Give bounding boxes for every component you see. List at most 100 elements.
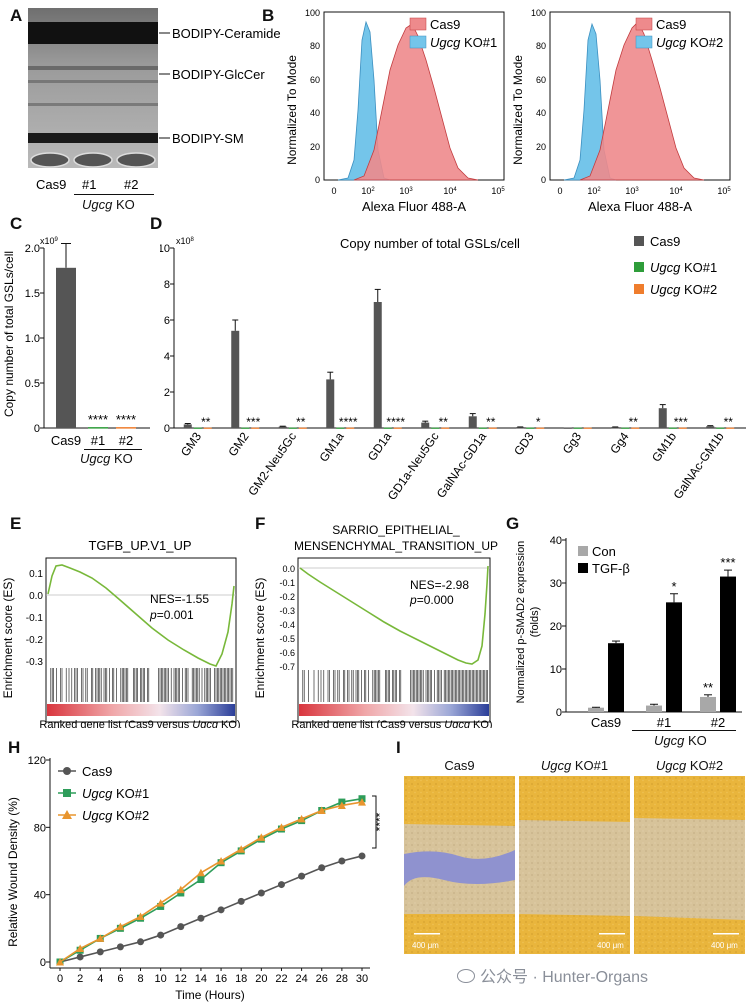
- d-yticks: 0 2 4 6 8 10: [160, 243, 170, 435]
- histogram-1: Normalized To Mode 0 20 40 60 80 100 0 1…: [285, 8, 505, 214]
- hist2-ytick-100: 100: [531, 8, 546, 18]
- hist1-ylabel: Normalized To Mode: [285, 55, 299, 165]
- h-series-line: [59, 855, 363, 963]
- d-ytick: 6: [164, 315, 170, 327]
- wound-micrographs: 400 μm 400 μm 400 μm: [404, 776, 745, 954]
- f-ylabel: Enrichment score (ES): [253, 578, 267, 699]
- d-bar: [383, 427, 392, 429]
- h-point: [297, 814, 306, 823]
- f-title-line2: MENSENCHYMAL_TRANSITION_UP: [294, 539, 498, 553]
- d-bar: [516, 427, 525, 429]
- h-point: [137, 938, 145, 946]
- hist2-xtick-102: 102: [587, 186, 601, 196]
- panel-g-chart: Normalized p-SMAD2 expression (folds) 0 …: [515, 535, 742, 728]
- g-ytick: 10: [550, 664, 562, 676]
- hist1-ytick-20: 20: [310, 142, 320, 152]
- d-bar: [678, 427, 687, 429]
- h-xtick: 16: [215, 973, 227, 985]
- h-point: [338, 857, 346, 865]
- f-ytick--0.3: -0.3: [279, 606, 295, 616]
- d-xtick: GM2-Neu5Gc: [245, 430, 299, 499]
- g-ylabel-line2: (folds): [529, 607, 541, 638]
- lane-label-ko2: #2: [124, 177, 138, 192]
- panel-letter-f: F: [255, 514, 266, 533]
- d-significance: ***: [674, 415, 688, 429]
- h-point: [277, 881, 285, 889]
- h-series-line: [59, 797, 363, 963]
- h-point: [217, 906, 225, 914]
- c-bar: [56, 267, 76, 428]
- h-xtick: 4: [97, 973, 103, 985]
- d-bar: [706, 426, 715, 428]
- g-yticks: 0 10 20 30 40: [550, 535, 562, 719]
- e-hit-ticks: [50, 668, 234, 702]
- panel-c-chart: Copy number of total GSLs/cell x109 0 0.…: [2, 236, 150, 448]
- c-bar: [116, 427, 136, 429]
- d-bar: [278, 426, 287, 428]
- g-ytick: 40: [550, 535, 562, 547]
- d-bar: [668, 427, 677, 429]
- d-bar: [288, 427, 297, 429]
- hist2-ytick-40: 40: [536, 108, 546, 118]
- h-point: [237, 845, 246, 853]
- d-xtick: GalNAc-GD1a: [434, 429, 490, 500]
- g-ylabel-line1: Normalized p-SMAD2 expression: [515, 541, 527, 704]
- h-point: [318, 864, 326, 872]
- micrograph-ko2: 400 μm: [634, 776, 745, 954]
- d-bar: [421, 422, 430, 428]
- d-legend-cas9: Cas9: [650, 234, 680, 249]
- d-bar: [726, 427, 735, 429]
- hist1-xtick-103: 103: [399, 186, 413, 196]
- f-ytick--0.4: -0.4: [279, 620, 295, 630]
- hist2-ytick-60: 60: [536, 75, 546, 85]
- d-bar: [563, 427, 572, 429]
- d-significance: **: [296, 415, 306, 429]
- e-title: TGFB_UP.V1_UP: [88, 538, 191, 553]
- panel-g-group-line: [632, 730, 736, 731]
- h-xtick: 18: [235, 973, 247, 985]
- scale-bar-ko1: 400 μm: [597, 941, 624, 950]
- panel-i-images: Cas9 Ugcg KO#1 Ugcg KO#2 400 μm: [404, 758, 745, 954]
- d-xtick: GM1b: [649, 429, 679, 464]
- h-xtick: 10: [155, 973, 167, 985]
- panel-letter-b: B: [262, 6, 275, 25]
- g-legend-tgf: TGF-β: [592, 561, 630, 576]
- c-bar: [88, 427, 108, 429]
- f-ytick--0.1: -0.1: [279, 578, 295, 588]
- d-significance: **: [201, 415, 211, 429]
- d-significance: **: [629, 415, 639, 429]
- g-ytick: 20: [550, 621, 562, 633]
- h-point: [96, 948, 104, 956]
- h-significance: ****: [373, 812, 387, 831]
- d-ytick: 10: [160, 243, 170, 255]
- hist2-xtick-105: 105: [717, 186, 731, 196]
- h-ytick: 120: [28, 755, 46, 767]
- h-point: [116, 922, 125, 931]
- d-bar: [441, 427, 450, 429]
- panel-letter-g: G: [506, 514, 520, 533]
- h-xtick: 12: [175, 973, 187, 985]
- f-pval: p=0.000: [409, 593, 454, 607]
- h-ytick: 0: [40, 957, 46, 969]
- d-xtick: GM2: [225, 429, 252, 459]
- e-ylabel: Enrichment score (ES): [1, 578, 15, 699]
- h-xtick: 8: [137, 973, 143, 985]
- d-xtick: GD3: [511, 429, 537, 458]
- hist1-legend-ko1: Ugcg KO#1: [430, 35, 497, 50]
- e-ytick--0.2: -0.2: [26, 635, 44, 646]
- d-bar: [631, 427, 640, 429]
- h-point: [358, 852, 366, 860]
- d-significance: *: [536, 415, 541, 429]
- f-nes: NES=-2.98: [410, 578, 469, 592]
- h-point: [177, 923, 185, 931]
- hist1-ytick-100: 100: [305, 8, 320, 18]
- d-bar: [621, 427, 630, 429]
- d-significance: **: [486, 415, 496, 429]
- e-ytick--0.3: -0.3: [26, 657, 44, 668]
- h-point: [96, 934, 105, 942]
- f-ytick--0.7: -0.7: [279, 662, 295, 672]
- d-xtick: GM1a: [316, 429, 346, 464]
- h-point: [196, 868, 205, 877]
- c-ytick: 1.5: [25, 288, 40, 300]
- h-legend-ko1: Ugcg KO#1: [82, 786, 149, 801]
